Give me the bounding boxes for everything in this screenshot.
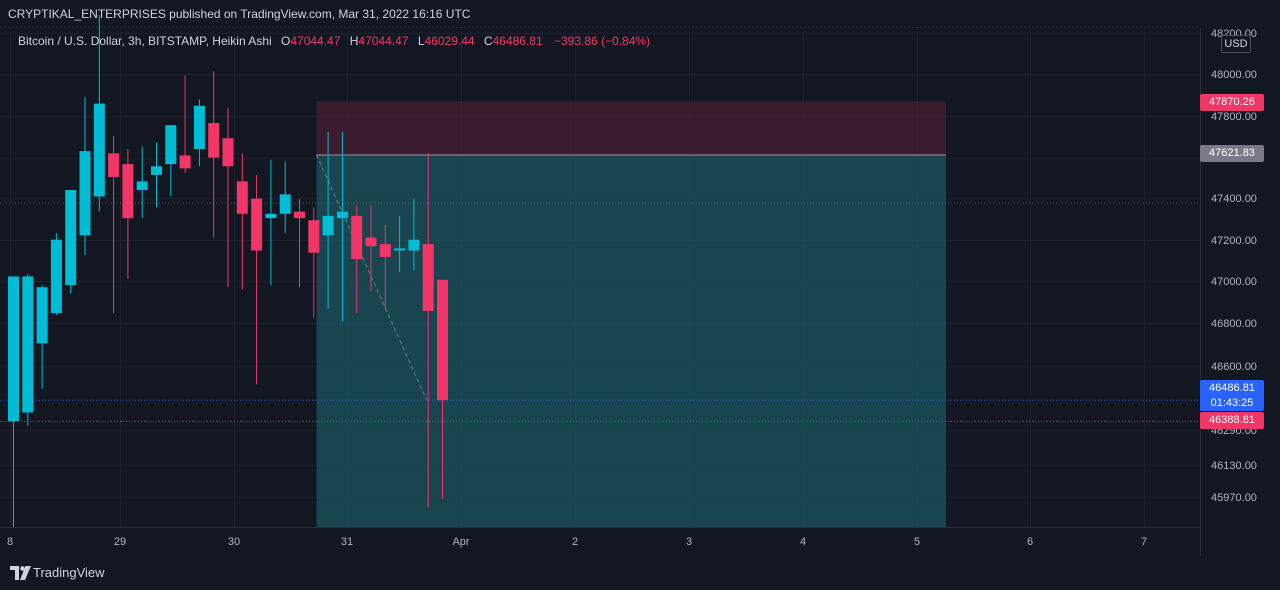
open-key: O: [281, 34, 291, 48]
candle-body[interactable]: [79, 151, 91, 236]
close-key: C: [483, 34, 493, 48]
price-tick-label: 47800.00: [1211, 111, 1257, 123]
price-tick-label: 46130.00: [1211, 460, 1257, 472]
open-value: 47044.47: [290, 34, 341, 48]
high-key: H: [349, 34, 359, 48]
candle-body[interactable]: [351, 215, 363, 260]
time-tick-label: 3: [686, 536, 692, 548]
stop-loss-zone[interactable]: [316, 101, 947, 156]
symbol-title: Bitcoin / U.S. Dollar, 3h, BITSTAMP, Hei…: [18, 34, 272, 48]
change-value: −393.86 (−0.84%): [554, 34, 651, 48]
price-tick-label: 46600.00: [1211, 361, 1257, 373]
candle-body[interactable]: [65, 190, 77, 286]
projection-path: [316, 154, 428, 401]
candle-body[interactable]: [165, 125, 177, 165]
candle-body[interactable]: [379, 244, 391, 257]
candle-body[interactable]: [437, 279, 448, 401]
close-value: 46486.81: [492, 34, 543, 48]
stop-price-label: 47870.26: [1200, 94, 1264, 111]
candle-body[interactable]: [179, 155, 191, 169]
time-tick-label: 4: [800, 536, 806, 548]
candle-body[interactable]: [151, 166, 162, 175]
symbol-legend: Bitcoin / U.S. Dollar, 3h, BITSTAMP, Hei…: [18, 34, 650, 48]
tradingview-brand[interactable]: TradingView: [33, 565, 105, 580]
currency-button[interactable]: USD: [1221, 35, 1251, 53]
candle-body[interactable]: [265, 213, 277, 219]
publish-info: CRYPTIKAL_ENTERPRISES published on Tradi…: [8, 7, 471, 21]
candle-body[interactable]: [422, 244, 434, 311]
time-tick-label: 7: [1141, 536, 1147, 548]
candle-body[interactable]: [394, 248, 406, 251]
price-tick-label: 47200.00: [1211, 235, 1257, 247]
candle-body[interactable]: [93, 103, 105, 197]
candle-body[interactable]: [294, 211, 305, 219]
bar-countdown: 01:43:25: [1210, 397, 1254, 409]
candle-body[interactable]: [50, 239, 62, 314]
candle-body[interactable]: [193, 105, 205, 149]
candle-body[interactable]: [122, 164, 134, 219]
time-tick-label: 5: [914, 536, 920, 548]
price-tick-label: 47000.00: [1211, 276, 1257, 288]
secondary-price-label: 46388.81: [1200, 412, 1264, 429]
price-tick-label: 45970.00: [1211, 492, 1257, 504]
candle-body[interactable]: [22, 276, 34, 413]
candle-body[interactable]: [108, 153, 120, 178]
price-tick-label: 47400.00: [1211, 193, 1257, 205]
candle-body[interactable]: [365, 237, 377, 247]
candle-body[interactable]: [136, 181, 148, 191]
candle-body[interactable]: [36, 287, 48, 344]
candle-body[interactable]: [208, 123, 220, 158]
candle-body[interactable]: [408, 239, 420, 251]
time-tick-label: 6: [1027, 536, 1033, 548]
candle-body[interactable]: [279, 194, 291, 214]
candle-body[interactable]: [322, 215, 334, 236]
price-chart[interactable]: 48200.0048000.0047800.0047600.0047400.00…: [0, 0, 1280, 556]
candle-body[interactable]: [8, 276, 19, 422]
time-tick-label: 31: [341, 536, 353, 548]
low-key: L: [417, 34, 425, 48]
time-tick-label: 30: [228, 536, 240, 548]
last-price-label: 46486.81 01:43:25: [1200, 380, 1264, 411]
footer: TradingView: [0, 556, 1280, 590]
time-tick-label: 29: [114, 536, 126, 548]
candle-body[interactable]: [236, 181, 248, 214]
candle-body[interactable]: [251, 198, 263, 251]
price-tick-label: 46800.00: [1211, 318, 1257, 330]
time-tick-label: 2: [572, 536, 578, 548]
last-price-value: 46486.81: [1209, 382, 1255, 394]
candle-body[interactable]: [222, 138, 234, 167]
low-value: 46029.44: [424, 34, 475, 48]
high-value: 47044.47: [358, 34, 409, 48]
take-profit-zone[interactable]: [316, 155, 947, 527]
candle-body[interactable]: [336, 211, 348, 219]
tradingview-logo-icon: [10, 566, 31, 580]
candle-body[interactable]: [308, 220, 320, 253]
time-tick-label: Apr: [452, 536, 469, 548]
price-tick-label: 48000.00: [1211, 69, 1257, 81]
publish-header: CRYPTIKAL_ENTERPRISES published on Tradi…: [0, 0, 1280, 28]
entry-price-label: 47621.83: [1200, 145, 1264, 162]
time-tick-label: 8: [7, 536, 13, 548]
